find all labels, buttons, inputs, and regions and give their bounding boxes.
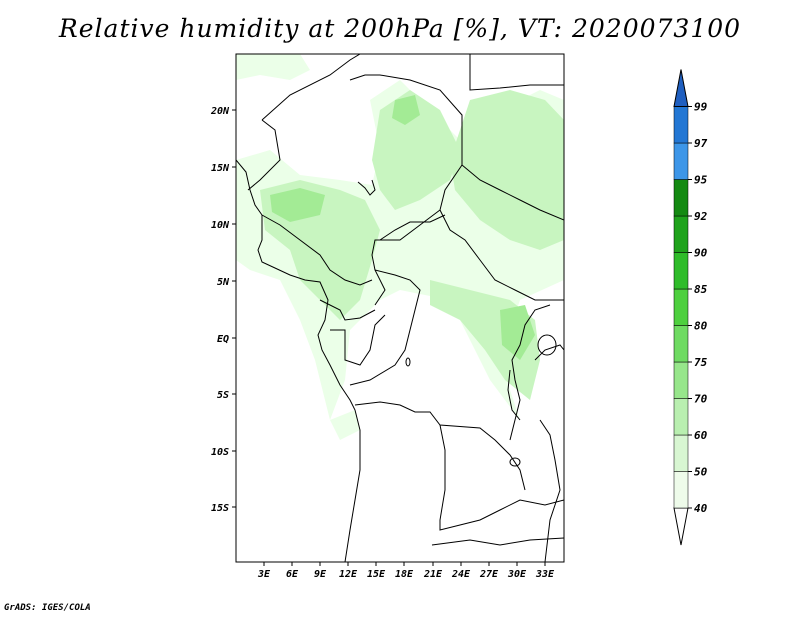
colorbar-label: 70 — [694, 393, 708, 406]
colorbar-segment — [673, 106, 689, 144]
lon-tick-label: 12E — [339, 569, 358, 580]
lat-tick-label: EQ — [217, 334, 229, 345]
lon-tick-label: 30E — [507, 569, 527, 580]
colorbar-label: 99 — [694, 101, 708, 114]
colorbar-segment — [673, 179, 689, 217]
humidity-region — [450, 90, 564, 250]
lakes — [405, 334, 557, 467]
colorbar-label: 60 — [694, 429, 708, 442]
humidity-region — [372, 90, 460, 210]
lat-tick-label: 10S — [211, 447, 229, 458]
colorbar-segment — [673, 215, 689, 253]
lon-tick-label: 27E — [479, 569, 499, 580]
lat-tick-label: 20N — [210, 106, 230, 117]
colorbar-segment — [673, 434, 689, 472]
colorbar-label: 50 — [694, 466, 708, 479]
lon-tick-label: 24E — [451, 569, 471, 580]
colorbar-segment — [673, 471, 689, 509]
humidity-region — [500, 305, 535, 360]
colorbar-segment — [673, 142, 689, 180]
colorbar-segment — [673, 325, 689, 363]
country-borders — [236, 54, 564, 562]
chart-title: Relative humidity at 200hPa [%], VT: 202… — [58, 14, 742, 43]
colorbar-segment — [673, 288, 689, 326]
humidity-region — [270, 188, 325, 222]
lat-tick-label: 15S — [211, 503, 229, 514]
colorbar-label: 40 — [694, 502, 708, 515]
colorbar-label: 97 — [694, 137, 708, 150]
colorbar-label: 92 — [694, 210, 708, 223]
latitude-axis: 20N 15N 10N 5N EQ 5S 10S 15S — [210, 106, 236, 514]
colorbar-label: 75 — [694, 356, 708, 369]
colorbar-label: 90 — [694, 247, 708, 260]
lat-tick-label: 5N — [217, 277, 230, 288]
colorbar-segment — [673, 361, 689, 399]
colorbar-segment — [673, 398, 689, 436]
humidity-region — [236, 54, 310, 80]
colorbar-label: 85 — [694, 283, 708, 296]
colorbar: 40 50 60 70 75 80 85 90 92 95 97 99 — [673, 69, 708, 546]
humidity-region — [392, 95, 420, 125]
colorbar-label: 95 — [694, 174, 708, 187]
lon-tick-label: 15E — [367, 569, 386, 580]
lat-tick-label: 5S — [217, 390, 229, 401]
humidity-region — [330, 410, 360, 440]
colorbar-segment — [673, 69, 689, 107]
map-frame — [235, 53, 565, 563]
lon-tick-label: 9E — [314, 569, 327, 580]
colorbar-segment — [673, 252, 689, 290]
lon-tick-label: 21E — [423, 569, 443, 580]
lon-tick-label: 6E — [286, 569, 299, 580]
humidity-field — [236, 54, 564, 440]
lon-tick-label: 3E — [257, 569, 271, 580]
longitude-axis: 3E 6E 9E 12E 15E 18E 21E 24E 27E 30E 33E — [257, 562, 555, 580]
lat-tick-label: 10N — [211, 220, 230, 231]
colorbar-segment — [673, 507, 689, 546]
colorbar-label: 80 — [694, 320, 708, 333]
lat-tick-label: 15N — [211, 163, 230, 174]
lon-tick-label: 33E — [535, 569, 555, 580]
credit-label: GrADS: IGES/COLA — [4, 603, 91, 613]
lon-tick-label: 18E — [395, 569, 414, 580]
